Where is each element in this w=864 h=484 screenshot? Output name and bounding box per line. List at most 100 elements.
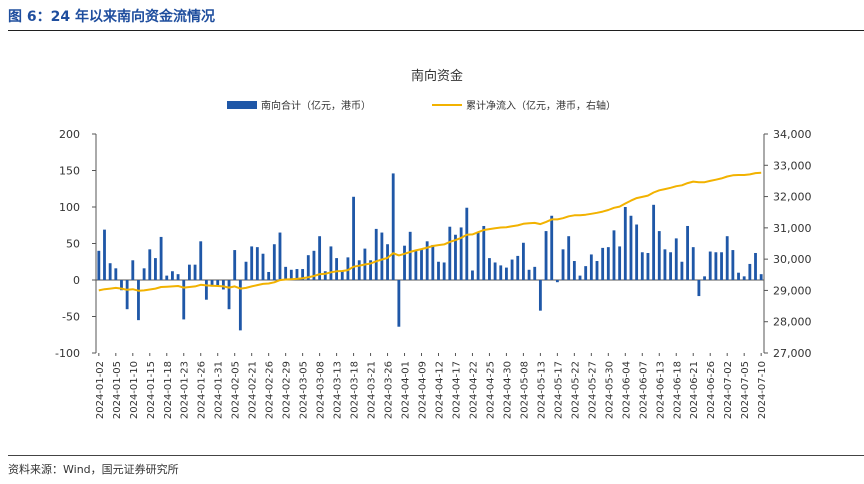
bar bbox=[380, 232, 384, 280]
bar bbox=[437, 261, 440, 280]
bar bbox=[329, 246, 333, 280]
x-tick-label: 2024-02-05 bbox=[231, 361, 242, 419]
x-tick-label: 2024-02-26 bbox=[265, 361, 276, 419]
bar bbox=[584, 266, 588, 280]
bar bbox=[686, 225, 689, 280]
bar bbox=[544, 231, 548, 280]
bar bbox=[742, 276, 746, 280]
bar bbox=[397, 280, 401, 327]
bar bbox=[516, 255, 520, 280]
legend-line-label: 累计净流入（亿元，港币，右轴） bbox=[466, 99, 616, 112]
bar bbox=[335, 258, 339, 280]
x-tick-label: 2024-01-02 bbox=[95, 361, 106, 419]
legend-bar-label: 南向合计（亿元，港币） bbox=[261, 99, 371, 112]
bar bbox=[255, 247, 259, 280]
x-tick-label: 2024-03-08 bbox=[316, 361, 327, 419]
left-axis-tick-label: 200 bbox=[59, 128, 80, 141]
bar bbox=[725, 236, 729, 280]
bar bbox=[714, 252, 718, 280]
x-tick-label: 2024-05-30 bbox=[604, 361, 615, 419]
x-tick-label: 2024-05-27 bbox=[587, 361, 598, 419]
bar bbox=[601, 247, 605, 280]
bar bbox=[476, 231, 480, 280]
bar bbox=[125, 280, 129, 310]
x-tick-label: 2024-06-26 bbox=[706, 361, 717, 419]
bar bbox=[210, 280, 214, 287]
bar bbox=[499, 265, 503, 280]
left-axis-tick-label: -100 bbox=[55, 347, 80, 360]
title-rule bbox=[8, 30, 864, 31]
x-tick-label: 2024-03-05 bbox=[299, 361, 310, 419]
x-tick-label: 2024-04-22 bbox=[468, 361, 479, 419]
legend: 南向合计（亿元，港币） 累计净流入（亿元，港币，右轴） bbox=[227, 99, 616, 112]
bar bbox=[538, 280, 542, 311]
bar bbox=[306, 255, 310, 280]
bar bbox=[182, 280, 186, 320]
bar bbox=[561, 249, 565, 280]
bar bbox=[154, 258, 157, 280]
bar bbox=[386, 244, 389, 280]
x-tick-label: 2024-05-22 bbox=[570, 361, 581, 419]
left-axis-tick-label: 0 bbox=[73, 274, 80, 287]
bar bbox=[720, 252, 723, 280]
bar bbox=[493, 262, 497, 280]
right-axis-tick-label: 32,000 bbox=[773, 191, 812, 204]
x-tick-label: 2024-05-13 bbox=[536, 361, 547, 419]
bar bbox=[420, 248, 423, 280]
x-tick-label: 2024-01-05 bbox=[112, 361, 123, 419]
bar bbox=[204, 280, 208, 300]
x-tick-labels: 2024-01-02 2024-01-05 2024-01-10 2024-01-15… bbox=[95, 353, 768, 419]
cumulative-line bbox=[98, 171, 762, 292]
bar bbox=[244, 261, 248, 280]
bar bbox=[680, 261, 684, 280]
bar bbox=[171, 271, 174, 280]
bar bbox=[567, 236, 571, 280]
x-tick-label: 2024-05-17 bbox=[553, 361, 564, 419]
bar bbox=[187, 264, 191, 280]
x-tick-label: 2024-01-10 bbox=[129, 361, 140, 419]
bar bbox=[227, 280, 231, 310]
x-tick-label: 2024-02-21 bbox=[248, 361, 259, 419]
right-axis-tick-label: 27,000 bbox=[773, 347, 812, 360]
bar bbox=[448, 226, 452, 280]
line-series bbox=[98, 171, 762, 292]
bar bbox=[748, 263, 752, 280]
bar bbox=[216, 280, 220, 287]
figure-title: 图 6：24 年以来南向资金流情况 bbox=[8, 9, 215, 25]
bar bbox=[708, 251, 712, 280]
bar bbox=[193, 264, 197, 280]
bar bbox=[323, 271, 327, 280]
bar bbox=[459, 227, 463, 280]
bar bbox=[505, 267, 508, 280]
bar bbox=[697, 280, 701, 297]
x-tick-label: 2024-04-01 bbox=[401, 361, 412, 419]
bar bbox=[250, 246, 254, 280]
bar bbox=[267, 271, 271, 280]
bar bbox=[465, 207, 469, 280]
bar bbox=[555, 280, 559, 283]
bar bbox=[606, 247, 610, 280]
bar bbox=[408, 231, 412, 280]
bar bbox=[731, 250, 735, 280]
left-axis-tick-label: 150 bbox=[59, 165, 80, 178]
bar bbox=[289, 269, 293, 280]
bar bbox=[403, 245, 406, 280]
bar bbox=[312, 250, 316, 280]
bar bbox=[442, 262, 446, 280]
bar bbox=[114, 268, 118, 280]
footer-rule bbox=[8, 455, 864, 456]
right-axis-tick-label: 33,000 bbox=[773, 159, 812, 172]
bar bbox=[691, 247, 695, 280]
bar bbox=[572, 261, 576, 280]
bar bbox=[629, 215, 633, 280]
chart: 南向资金 南向合计（亿元，港币） 累计净流入（亿元，港币，右轴） -100 -50… bbox=[55, 68, 812, 419]
bar bbox=[646, 252, 650, 280]
bar bbox=[352, 196, 355, 280]
bar bbox=[391, 173, 395, 280]
x-tick-label: 2024-04-09 bbox=[418, 361, 429, 419]
left-axis-tick-label: 100 bbox=[59, 201, 80, 214]
x-tick-label: 2024-01-15 bbox=[146, 361, 157, 419]
bar bbox=[533, 266, 537, 280]
bar bbox=[652, 204, 656, 280]
bar bbox=[414, 250, 418, 280]
